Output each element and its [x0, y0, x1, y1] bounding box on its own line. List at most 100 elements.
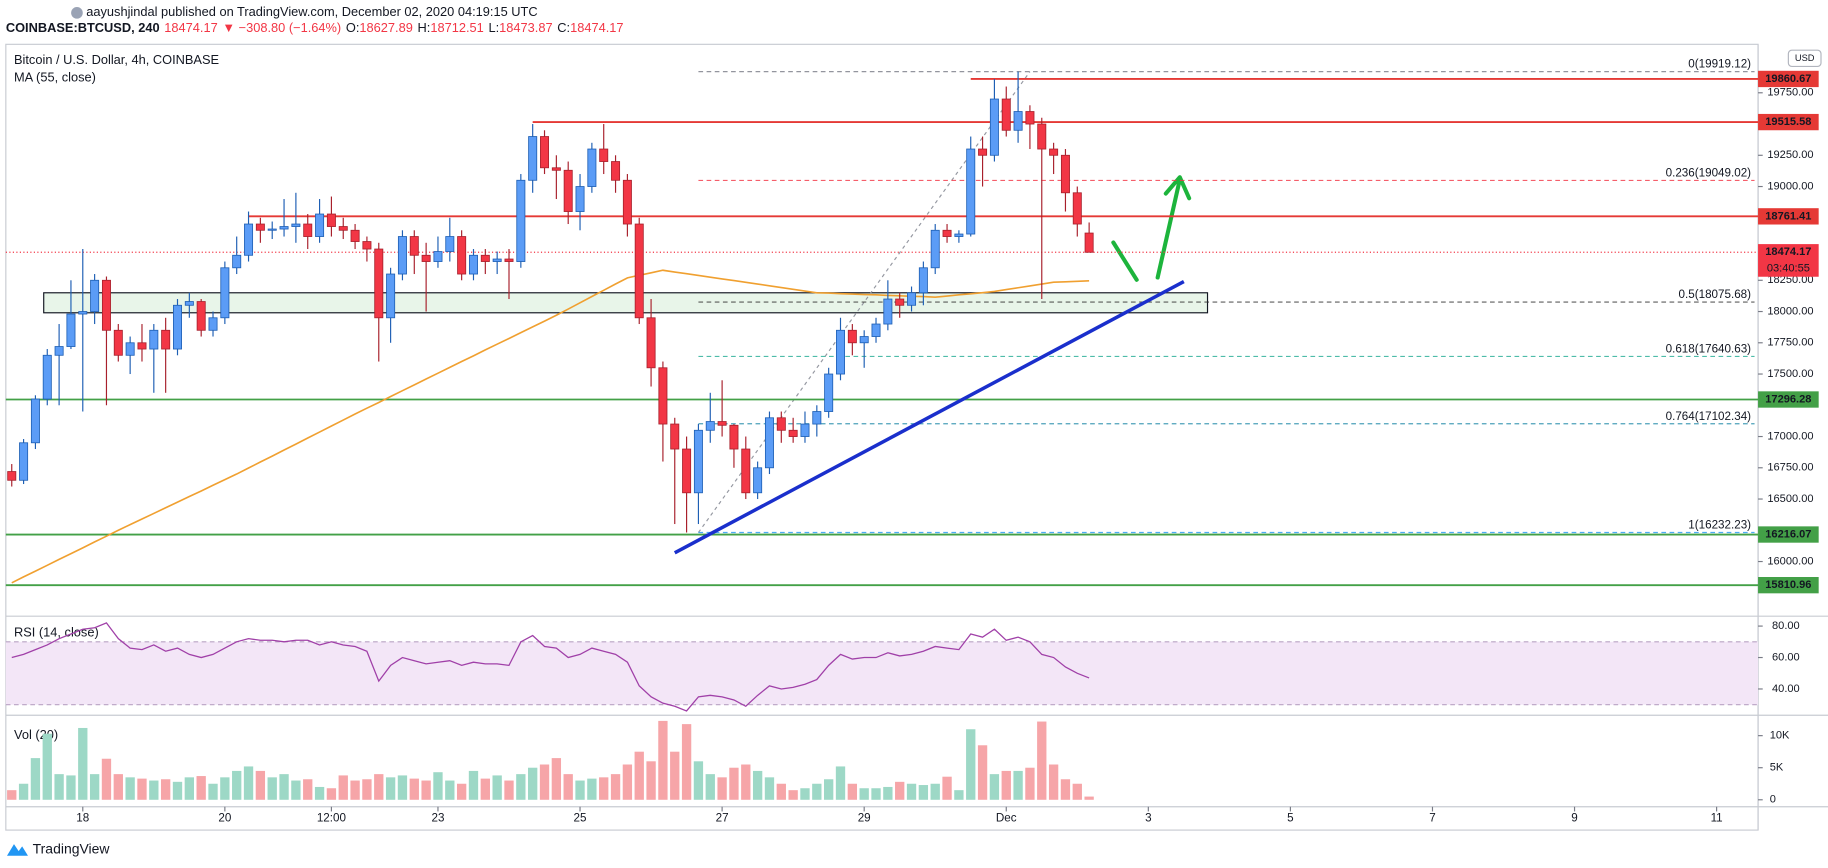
fib-label: 0.236(19049.02): [1666, 166, 1752, 179]
volume-bar: [977, 745, 988, 800]
volume-bar: [433, 772, 443, 800]
candle-body: [173, 304, 182, 350]
volume-bar: [30, 758, 41, 800]
x-tick-label: 11: [1711, 812, 1723, 825]
volume-bar: [184, 777, 195, 800]
arrow-up: [1155, 175, 1192, 280]
rsi-tick-label: 40.00: [1772, 683, 1800, 695]
candle-body: [622, 179, 632, 225]
volume-bar: [764, 777, 775, 800]
volume-bar: [1037, 721, 1047, 800]
x-tick-label: 5: [1287, 812, 1293, 825]
candle-body: [764, 417, 774, 469]
volume-bar: [113, 774, 123, 800]
x-tick-label: 29: [858, 812, 871, 825]
volume-bar: [729, 767, 739, 800]
current-price-label: 18474.17: [1765, 246, 1811, 258]
volume-bar: [445, 780, 455, 800]
rsi-line: [11, 622, 1090, 712]
candle-body: [528, 136, 538, 181]
volume-bar: [587, 778, 597, 800]
volume-bar: [646, 761, 656, 800]
candle-body: [66, 313, 76, 347]
volume-bar: [385, 777, 396, 800]
volume-bar: [160, 779, 171, 800]
ma-name: MA (55, close): [14, 70, 96, 85]
volume-bar: [456, 783, 467, 800]
candle-body: [291, 223, 301, 227]
candle-body: [670, 423, 680, 450]
y-tick-label: 19000.00: [1767, 180, 1813, 192]
y-tick-label: 16500.00: [1767, 493, 1813, 505]
candle-body: [161, 329, 171, 350]
candle-body: [599, 148, 609, 162]
volume-bar: [812, 783, 822, 800]
volume-bar: [243, 766, 254, 800]
chart-title: Bitcoin / U.S. Dollar, 4h, COINBASE: [14, 52, 219, 67]
level-label: 17296.28: [1765, 393, 1811, 405]
candle-body: [812, 411, 822, 425]
volume-bar: [1025, 767, 1035, 800]
fib-label: 0(19919.12): [1688, 58, 1751, 71]
level-label-box: [1758, 113, 1819, 131]
candle-body: [220, 267, 230, 319]
volume-bar: [220, 777, 230, 800]
x-tick-label: 20: [218, 812, 231, 825]
candle-body: [90, 279, 100, 312]
candle-body: [954, 233, 964, 237]
candle-body: [753, 467, 763, 494]
candle-body: [1072, 192, 1082, 225]
candle-body: [244, 223, 254, 256]
level-label: 19515.58: [1765, 116, 1811, 128]
volume-bar: [196, 776, 206, 800]
candle-body: [125, 342, 135, 356]
level-label: 16216.07: [1765, 528, 1811, 540]
volume-bar: [1013, 770, 1023, 800]
level-label: 19860.67: [1765, 73, 1811, 85]
candle-body: [978, 148, 988, 156]
currency-box[interactable]: [1787, 49, 1822, 68]
volume-bar: [1060, 779, 1071, 800]
volume-bar: [717, 777, 727, 800]
volume-bar: [883, 786, 893, 800]
fib-label: 0.618(17640.63): [1666, 343, 1752, 356]
volume-bar: [658, 720, 668, 800]
candle-body: [303, 223, 313, 237]
y-tick-label: 18250.00: [1767, 274, 1813, 286]
volume-bar: [681, 724, 692, 800]
volume-bar: [989, 774, 1000, 800]
candle-body: [540, 136, 550, 169]
current-price-box: [1758, 244, 1819, 277]
volume-bar: [350, 780, 360, 800]
candle-body: [480, 254, 490, 262]
volume-bar: [871, 788, 881, 800]
candle-body: [611, 161, 621, 181]
candle-body: [587, 148, 597, 187]
volume-bar: [421, 780, 431, 800]
level-label: 15810.96: [1765, 579, 1811, 591]
volume-bar: [362, 779, 372, 800]
quote-part: 18474.17: [570, 21, 623, 36]
volume-bar: [752, 770, 763, 800]
candle-body: [989, 98, 999, 156]
volume-bar: [101, 758, 112, 800]
candle-body: [966, 148, 976, 235]
candle-body: [741, 448, 751, 494]
candle-body: [634, 223, 644, 319]
volume-bar: [1048, 764, 1059, 800]
logo-icon: [6, 844, 28, 856]
volume-bar: [954, 790, 964, 800]
quote-part: 18474.17: [164, 21, 217, 36]
candle-body: [362, 241, 372, 250]
currency: USD: [1795, 53, 1815, 63]
candle-body: [693, 429, 703, 494]
volume-bar: [338, 775, 348, 800]
volume-bar: [326, 788, 337, 800]
x-tick-label: 23: [431, 812, 444, 825]
volume-bar: [7, 790, 17, 800]
candle-body: [705, 421, 715, 431]
fib-label: 0.5(18075.68): [1679, 288, 1752, 301]
volume-bar: [800, 788, 810, 800]
volume-bar: [670, 751, 680, 800]
